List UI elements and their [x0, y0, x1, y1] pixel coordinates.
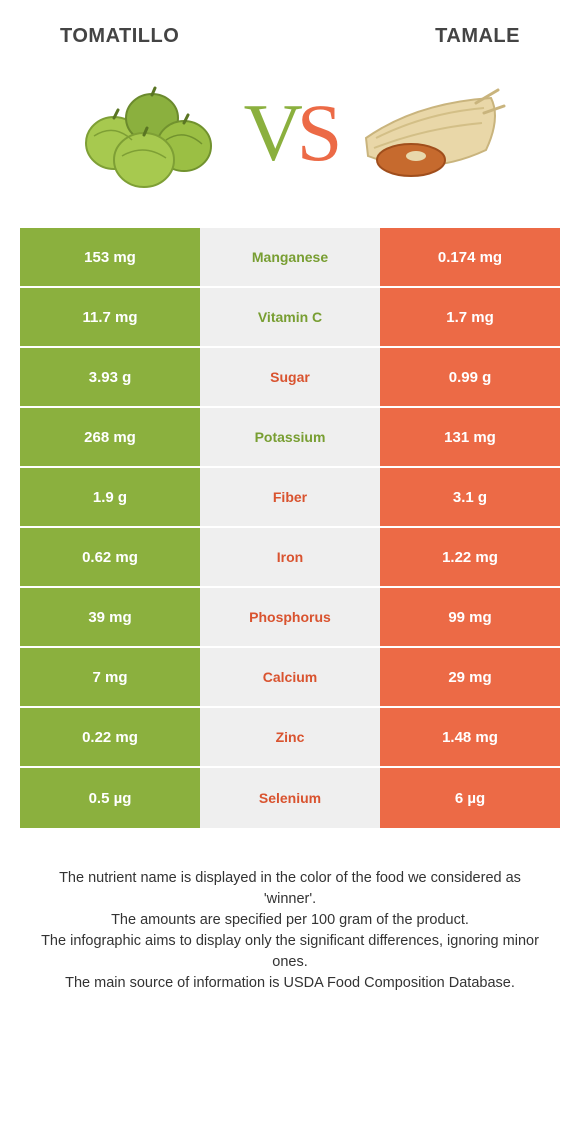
- footer-line: The main source of information is USDA F…: [40, 973, 540, 994]
- table-row: 11.7 mgVitamin C1.7 mg: [20, 288, 560, 348]
- left-value-cell: 3.93 g: [20, 348, 200, 408]
- left-value-cell: 0.62 mg: [20, 528, 200, 588]
- vs-s: S: [297, 87, 337, 178]
- table-row: 0.22 mgZinc1.48 mg: [20, 708, 560, 768]
- header: Tomatillo Tamale: [0, 0, 580, 58]
- right-value-cell: 6 µg: [380, 768, 560, 828]
- tamale-image: [356, 68, 506, 198]
- left-value-cell: 39 mg: [20, 588, 200, 648]
- nutrient-label-cell: Fiber: [200, 468, 380, 528]
- right-value-cell: 3.1 g: [380, 468, 560, 528]
- left-value-cell: 153 mg: [20, 228, 200, 288]
- left-value-cell: 0.5 µg: [20, 768, 200, 828]
- footer-line: The amounts are specified per 100 gram o…: [40, 910, 540, 931]
- left-food-title: Tomatillo: [60, 25, 179, 48]
- left-value-cell: 0.22 mg: [20, 708, 200, 768]
- vs-v: V: [244, 87, 297, 178]
- left-value-cell: 7 mg: [20, 648, 200, 708]
- right-value-cell: 1.22 mg: [380, 528, 560, 588]
- table-row: 39 mgPhosphorus99 mg: [20, 588, 560, 648]
- left-value-cell: 11.7 mg: [20, 288, 200, 348]
- right-value-cell: 0.99 g: [380, 348, 560, 408]
- nutrient-label-cell: Phosphorus: [200, 588, 380, 648]
- right-value-cell: 0.174 mg: [380, 228, 560, 288]
- table-row: 3.93 gSugar0.99 g: [20, 348, 560, 408]
- left-value-cell: 268 mg: [20, 408, 200, 468]
- right-value-cell: 29 mg: [380, 648, 560, 708]
- nutrient-label-cell: Selenium: [200, 768, 380, 828]
- nutrient-label-cell: Manganese: [200, 228, 380, 288]
- nutrient-table: 153 mgManganese0.174 mg11.7 mgVitamin C1…: [20, 228, 560, 828]
- nutrient-label-cell: Vitamin C: [200, 288, 380, 348]
- nutrient-label-cell: Zinc: [200, 708, 380, 768]
- left-value-cell: 1.9 g: [20, 468, 200, 528]
- right-value-cell: 99 mg: [380, 588, 560, 648]
- table-row: 0.62 mgIron1.22 mg: [20, 528, 560, 588]
- hero-row: VS: [0, 58, 580, 228]
- table-row: 153 mgManganese0.174 mg: [20, 228, 560, 288]
- right-value-cell: 1.7 mg: [380, 288, 560, 348]
- right-value-cell: 131 mg: [380, 408, 560, 468]
- table-row: 0.5 µgSelenium6 µg: [20, 768, 560, 828]
- table-row: 268 mgPotassium131 mg: [20, 408, 560, 468]
- vs-label: VS: [244, 86, 337, 180]
- nutrient-label-cell: Potassium: [200, 408, 380, 468]
- footer-notes: The nutrient name is displayed in the co…: [30, 828, 550, 1014]
- right-value-cell: 1.48 mg: [380, 708, 560, 768]
- nutrient-label-cell: Calcium: [200, 648, 380, 708]
- footer-line: The infographic aims to display only the…: [40, 931, 540, 973]
- footer-line: The nutrient name is displayed in the co…: [40, 868, 540, 910]
- right-food-title: Tamale: [435, 25, 520, 48]
- nutrient-label-cell: Iron: [200, 528, 380, 588]
- table-row: 7 mgCalcium29 mg: [20, 648, 560, 708]
- tomatillo-image: [74, 68, 224, 198]
- table-row: 1.9 gFiber3.1 g: [20, 468, 560, 528]
- nutrient-label-cell: Sugar: [200, 348, 380, 408]
